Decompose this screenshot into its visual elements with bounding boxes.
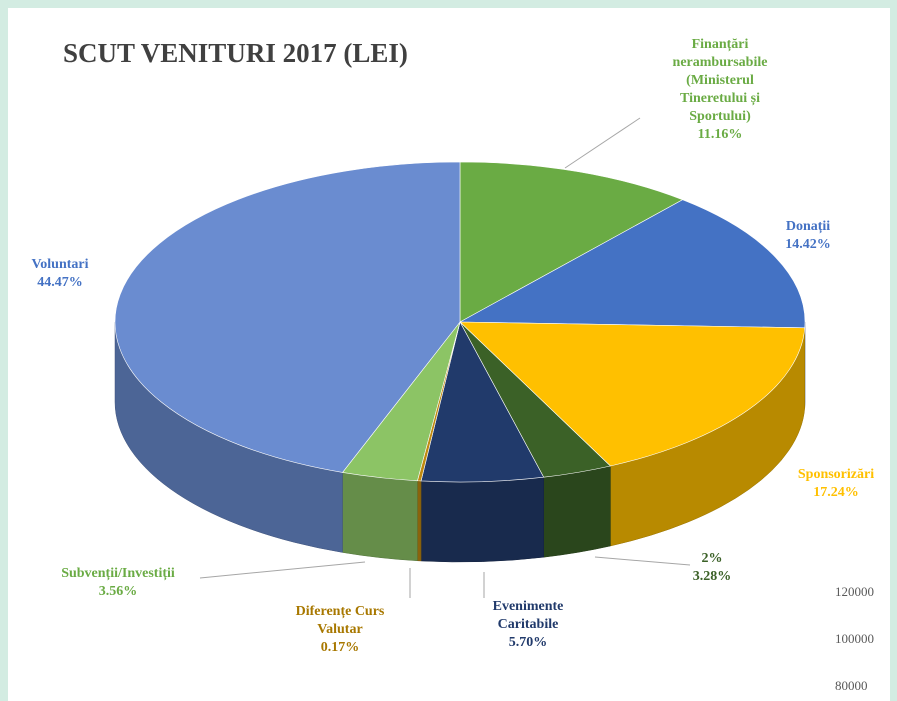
category-label: Sponsorizări: [797, 467, 875, 482]
category-label: Voluntari: [31, 257, 89, 272]
category-label: 2%: [701, 551, 723, 566]
value-label: 3.56%: [98, 584, 138, 599]
slice: [459, 161, 684, 323]
y-tick-label: 100000: [835, 631, 874, 646]
category-label: Subvenții/Investiții: [61, 566, 175, 581]
data-label: Evenimente Caritabile 5.70%: [478, 598, 578, 652]
data-label: Subvenții/Investiții 3.56%: [33, 565, 203, 601]
slice: [459, 321, 806, 467]
slice-side: [420, 476, 544, 563]
value-label: 0.17%: [320, 640, 360, 655]
category-label: Finanțări nerambursabile (Ministerul Tin…: [672, 37, 768, 124]
category-label: Diferențe Curs Valutar: [295, 604, 385, 637]
value-label: 3.28%: [692, 569, 732, 584]
leader-line: [199, 561, 366, 579]
slice-side: [417, 480, 422, 562]
y-tick-label: 80000: [835, 678, 868, 693]
data-label: Voluntari 44.47%: [20, 256, 100, 292]
chart-title: SCUT VENITURI 2017 (LEI): [63, 38, 408, 68]
category-label: Donații: [785, 219, 831, 234]
y-tick-label: 120000: [835, 584, 874, 599]
slice-side: [342, 472, 418, 562]
value-label: 44.47%: [37, 275, 83, 290]
slice-side: [543, 465, 611, 558]
value-label: 5.70%: [508, 635, 548, 650]
data-label: Diferențe Curs Valutar 0.17%: [278, 603, 403, 657]
leader-line: [594, 556, 691, 566]
data-label: Donații 14.42%: [768, 218, 848, 254]
data-label: Sponsorizări 17.24%: [786, 466, 886, 502]
leader-line: [564, 117, 641, 169]
value-label: 17.24%: [813, 485, 859, 500]
data-label: Finanțări nerambursabile (Ministerul Tin…: [663, 36, 778, 144]
data-label: 2% 3.28%: [682, 550, 742, 586]
category-label: Evenimente Caritabile: [492, 599, 564, 632]
value-label: 14.42%: [785, 237, 831, 252]
slice: [458, 199, 806, 329]
value-label: 11.16%: [697, 127, 743, 142]
slice: [114, 161, 461, 473]
